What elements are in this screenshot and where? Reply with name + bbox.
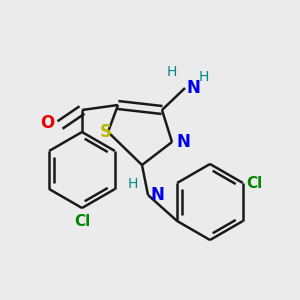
Text: Cl: Cl — [246, 176, 262, 190]
Text: Cl: Cl — [74, 214, 90, 229]
Text: H: H — [128, 177, 138, 191]
Text: N: N — [177, 133, 191, 151]
Text: H: H — [167, 65, 177, 79]
Text: S: S — [100, 123, 112, 141]
Text: O: O — [40, 114, 54, 132]
Text: N: N — [150, 186, 164, 204]
Text: H: H — [199, 70, 209, 84]
Text: N: N — [187, 79, 201, 97]
